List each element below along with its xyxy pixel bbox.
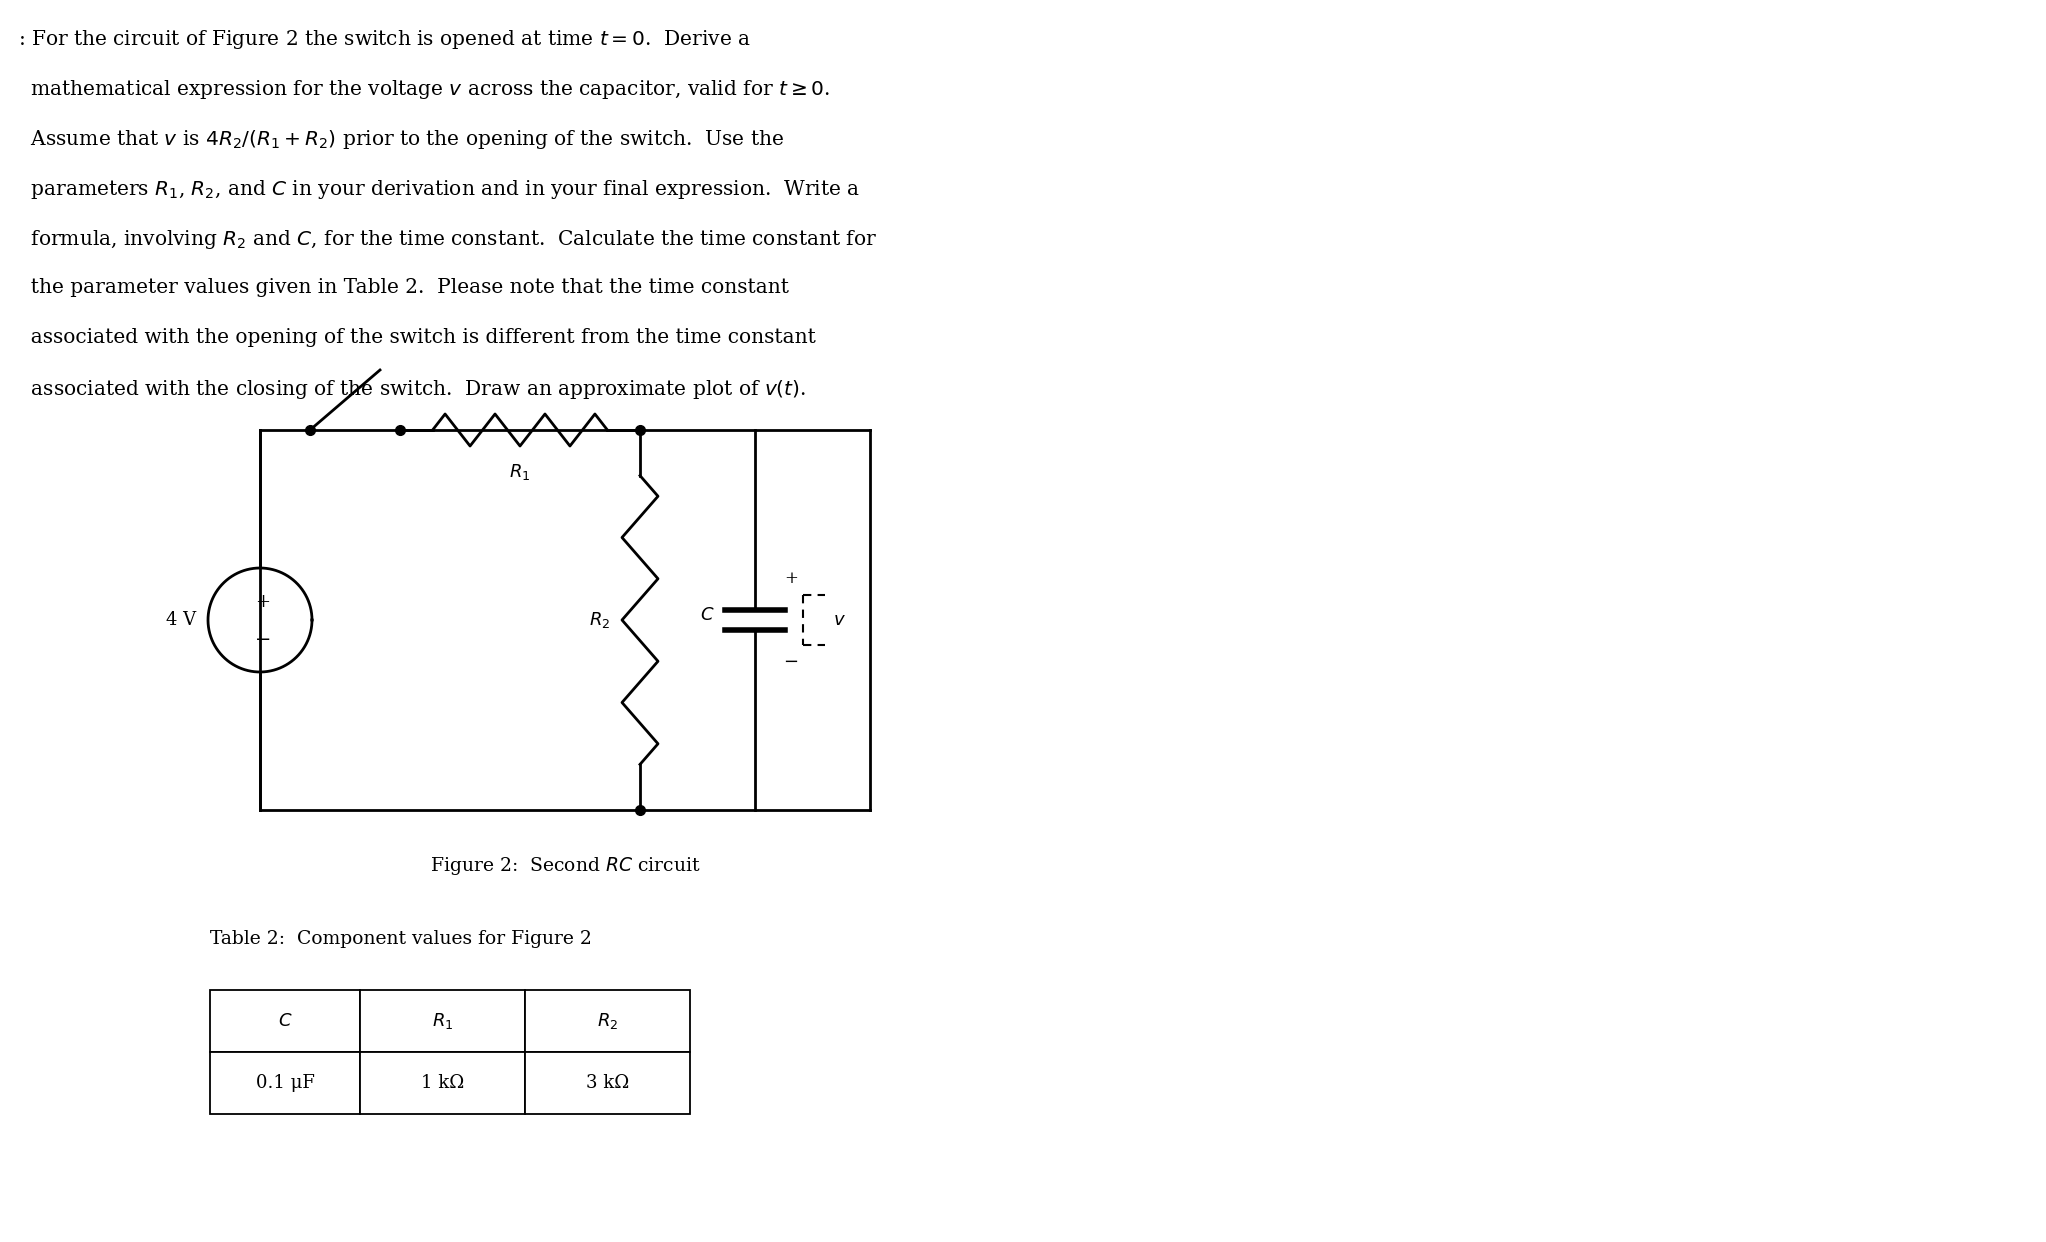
Bar — [211, 990, 360, 1052]
Bar — [526, 1052, 690, 1114]
Text: 1 kΩ: 1 kΩ — [421, 1074, 464, 1092]
Text: associated with the opening of the switch is different from the time constant: associated with the opening of the switc… — [18, 328, 816, 347]
Text: 4 V: 4 V — [166, 611, 196, 628]
Bar — [211, 1052, 360, 1114]
Bar — [360, 990, 526, 1052]
Text: −: − — [256, 631, 272, 650]
Text: −: − — [784, 653, 798, 671]
Text: $R_1$: $R_1$ — [509, 462, 530, 482]
Text: +: + — [256, 592, 270, 611]
Bar — [526, 990, 690, 1052]
Text: Table 2:  Component values for Figure 2: Table 2: Component values for Figure 2 — [211, 930, 591, 948]
Bar — [360, 1052, 526, 1114]
Text: 0.1 μF: 0.1 μF — [256, 1074, 315, 1092]
Text: $C$: $C$ — [278, 1012, 293, 1030]
Text: Assume that $v$ is $4R_2/(R_1 + R_2)$ prior to the opening of the switch.  Use t: Assume that $v$ is $4R_2/(R_1 + R_2)$ pr… — [18, 128, 784, 152]
Text: $C$: $C$ — [700, 606, 714, 623]
Text: 3 kΩ: 3 kΩ — [585, 1074, 628, 1092]
Text: $v$: $v$ — [833, 611, 845, 628]
Text: parameters $R_1$, $R_2$, and $C$ in your derivation and in your final expression: parameters $R_1$, $R_2$, and $C$ in your… — [18, 178, 859, 201]
Text: +: + — [784, 570, 798, 587]
Text: formula, involving $R_2$ and $C$, for the time constant.  Calculate the time con: formula, involving $R_2$ and $C$, for th… — [18, 229, 878, 251]
Text: : For the circuit of Figure 2 the switch is opened at time $t = 0$.  Derive a: : For the circuit of Figure 2 the switch… — [18, 29, 751, 51]
Text: $R_2$: $R_2$ — [589, 610, 610, 630]
Text: the parameter values given in Table 2.  Please note that the time constant: the parameter values given in Table 2. P… — [18, 278, 790, 297]
Text: $R_1$: $R_1$ — [432, 1011, 454, 1031]
Text: Figure 2:  Second $RC$ circuit: Figure 2: Second $RC$ circuit — [430, 854, 700, 877]
Text: associated with the closing of the switch.  Draw an approximate plot of $v(t)$.: associated with the closing of the switc… — [18, 378, 806, 401]
Text: mathematical expression for the voltage $v$ across the capacitor, valid for $t \: mathematical expression for the voltage … — [18, 78, 831, 101]
Text: $R_2$: $R_2$ — [597, 1011, 618, 1031]
